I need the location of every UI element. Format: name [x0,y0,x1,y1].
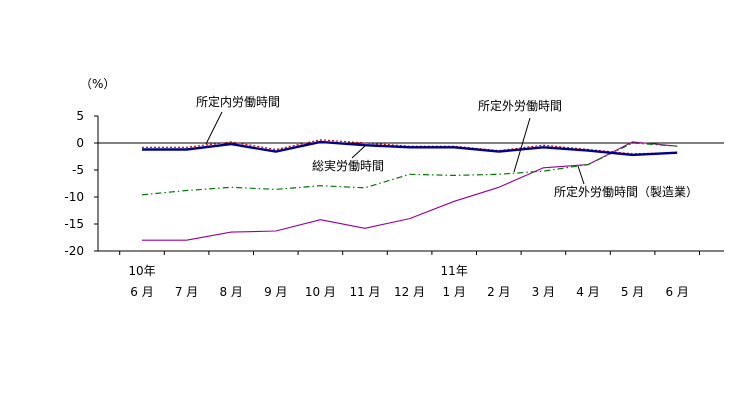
x-tick-label: 12 月 [394,285,425,299]
x-tick-label: 7 月 [175,285,198,299]
x-tick-label: 6 月 [665,285,688,299]
x-tick-label: 11 月 [349,285,380,299]
x-tick-label: 10 月 [305,285,336,299]
x-tick-label: 9 月 [264,285,287,299]
x-tick-label: 2 月 [487,285,510,299]
x-year-label: 10年 [128,264,155,278]
x-tick-label: 6 月 [130,285,153,299]
y-unit-label: （%） [80,77,115,91]
y-tick-label: 0 [76,136,84,150]
y-tick-label: 5 [76,109,84,123]
series-annotation: 総実労働時間 [312,158,384,173]
x-year-label: 11年 [441,264,468,278]
annotation-leader [205,111,223,145]
x-tick-label: 3 月 [532,285,555,299]
annotation-leader [513,117,531,173]
series-line [142,140,678,157]
x-tick-label: 1 月 [442,285,465,299]
series-annotation: 所定内労働時間 [196,94,280,109]
annotation-leader [351,145,366,159]
y-tick-label: -10 [64,190,84,204]
series-line [141,142,678,196]
y-tick-label: -15 [64,217,84,231]
annotation-leader [577,165,585,185]
series-annotation: 所定外労働時間 [478,98,562,113]
x-tick-label: 5 月 [621,285,644,299]
x-tick-label: 4 月 [576,285,599,299]
y-tick-label: -5 [72,163,84,177]
y-tick-label: -20 [64,244,84,258]
x-tick-label: 8 月 [219,285,242,299]
series-annotation: 所定外労働時間（製造業） [554,184,698,199]
